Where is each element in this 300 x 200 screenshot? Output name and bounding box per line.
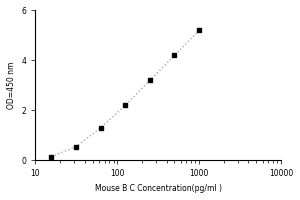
X-axis label: Mouse B C Concentration(pg/ml ): Mouse B C Concentration(pg/ml ) (95, 184, 222, 193)
Y-axis label: OD=450 nm: OD=450 nm (7, 62, 16, 109)
